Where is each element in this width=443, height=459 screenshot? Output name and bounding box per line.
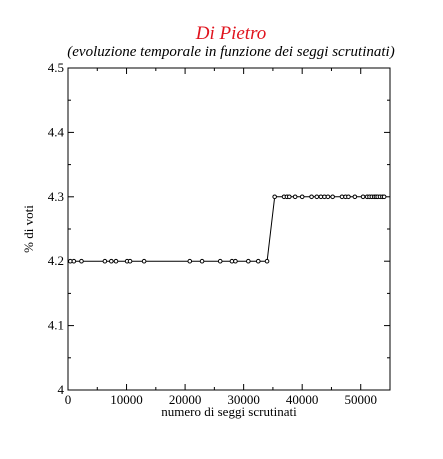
data-point xyxy=(127,258,133,264)
data-point xyxy=(314,194,320,200)
data-point xyxy=(309,194,314,200)
data-point xyxy=(109,258,114,264)
x-tick-label: 50000 xyxy=(344,392,377,407)
data-point xyxy=(346,194,351,200)
data-point xyxy=(217,258,223,264)
data-point xyxy=(292,194,298,200)
data-point xyxy=(381,194,387,200)
data-point xyxy=(246,258,251,264)
data-point xyxy=(352,194,358,200)
x-axis: 0 10000 20000 30000 40000 50000 xyxy=(65,68,391,407)
data-point xyxy=(325,194,331,200)
x-tick-label: 30000 xyxy=(227,392,260,407)
data-point xyxy=(113,258,119,264)
data-point xyxy=(79,258,84,264)
y-tick-label: 4.4 xyxy=(48,124,65,139)
x-tick-label: 40000 xyxy=(286,392,319,407)
data-point xyxy=(102,258,108,264)
chart-title: Di Pietro xyxy=(195,23,267,44)
data-points xyxy=(68,194,387,264)
y-axis: 4 4.1 4.2 4.3 4.4 4.5 xyxy=(48,60,390,397)
x-tick-label: 20000 xyxy=(169,392,202,407)
y-tick-label: 4.1 xyxy=(48,318,64,333)
x-tick-label: 0 xyxy=(65,392,72,407)
data-point xyxy=(187,258,193,264)
data-point xyxy=(199,258,205,264)
data-point xyxy=(360,194,366,200)
x-axis-label: numero di seggi scrutinati xyxy=(161,404,297,419)
data-point xyxy=(255,258,261,264)
data-point xyxy=(233,258,238,264)
data-point xyxy=(330,194,335,200)
y-tick-label: 4.5 xyxy=(48,60,64,75)
data-point xyxy=(264,258,270,264)
x-tick-label: 10000 xyxy=(110,392,143,407)
y-tick-label: 4.3 xyxy=(48,189,64,204)
data-point xyxy=(272,194,277,200)
y-tick-label: 4.2 xyxy=(48,253,64,268)
data-point xyxy=(287,194,292,200)
chart-subtitle: (evoluzione temporale in funzione dei se… xyxy=(67,44,394,60)
series-line xyxy=(70,196,385,262)
data-point xyxy=(71,258,77,264)
plot-frame xyxy=(67,67,391,391)
y-tick-label: 4 xyxy=(58,382,65,397)
data-point xyxy=(141,258,147,264)
y-axis-label: % di voti xyxy=(21,205,36,253)
data-point xyxy=(299,194,305,200)
